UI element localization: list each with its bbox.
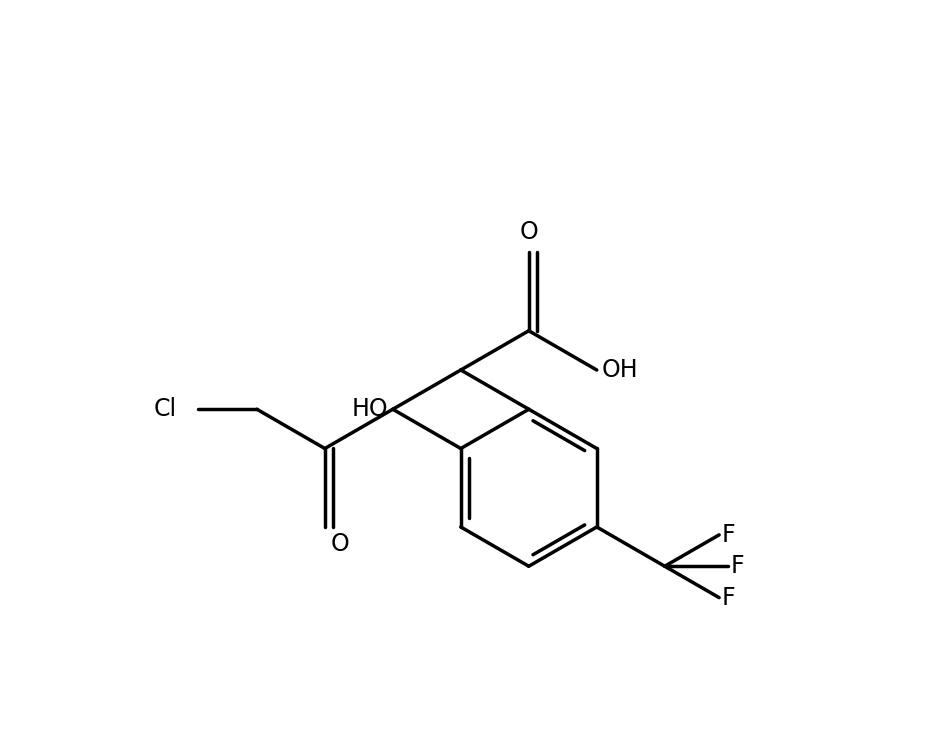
Text: O: O [330, 532, 349, 556]
Text: OH: OH [602, 358, 638, 382]
Text: Cl: Cl [153, 397, 177, 421]
Text: F: F [730, 554, 744, 578]
Text: O: O [520, 221, 538, 244]
Text: F: F [722, 523, 736, 547]
Text: F: F [722, 585, 736, 610]
Text: HO: HO [352, 397, 388, 421]
